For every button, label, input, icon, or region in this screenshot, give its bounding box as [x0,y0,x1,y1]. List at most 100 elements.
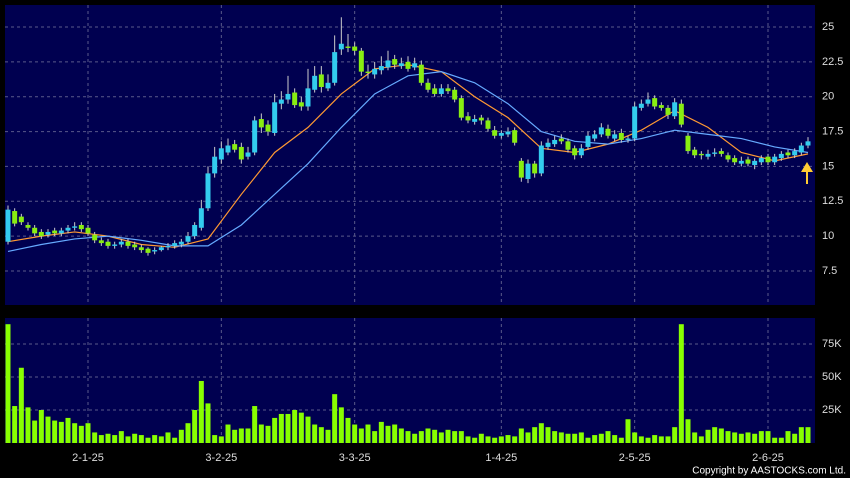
volume-bar [652,435,658,443]
candle-body [238,146,244,160]
candle-body [25,224,31,228]
candle-body [545,142,551,147]
volume-bar [5,324,11,443]
candle-body [412,63,418,68]
candle-body [125,241,131,246]
y-tick-label: 75K [822,338,842,350]
volume-bar [532,427,538,443]
candle-body [252,120,258,153]
volume-bar [372,431,378,443]
volume-bar [72,423,78,443]
volume-bar [618,437,624,443]
candle-body [272,102,278,133]
x-tick-label: 1-4-25 [485,452,517,464]
volume-bar [705,429,711,443]
volume-bar [392,424,398,443]
volume-bar [185,423,191,443]
volume-bar [698,436,704,443]
candle-body [805,141,811,146]
candle-body [85,227,91,234]
moving-average-line [7,71,809,253]
candle-body [285,93,291,100]
signal-arrow [801,162,813,184]
volume-bar [558,432,564,443]
volume-bar [525,432,531,443]
candle-body [278,99,284,104]
volume-bar [58,421,64,443]
volume-bar [765,431,771,443]
candle-body [485,120,491,129]
volume-bar [232,429,238,443]
candle-body [112,244,118,246]
candle-body [312,75,318,90]
volume-bar [178,429,184,443]
volume-bar [292,410,298,443]
volume-bar [25,407,31,443]
candle-body [505,131,511,135]
volume-bar [272,417,278,443]
volume-bar [472,437,478,443]
candle-body [185,236,191,242]
candle-body [732,158,738,163]
volume-bar [198,380,204,443]
volume-bar [212,435,218,443]
volume-bar [412,433,418,443]
y-tick-label: 7.5 [822,265,837,277]
candle-body [565,141,571,150]
candle-body [492,130,498,136]
x-tick-label: 2-6-25 [752,452,784,464]
volume-bar [158,436,164,443]
y-tick-label: 20 [822,91,834,103]
candle-body [725,155,731,160]
volume-bar [598,433,604,443]
volume-bar [425,428,431,443]
volume-bar [512,436,518,443]
volume-bar [778,437,784,443]
candle-body [632,106,638,139]
volume-bar [418,431,424,443]
candle-body [358,50,364,72]
candle-body [758,158,764,163]
volume-bar [165,432,171,443]
candle-body [352,46,358,51]
volume-bar [38,410,44,443]
y-tick-label: 25 [822,21,834,33]
candle-body [385,60,391,68]
candle-body [525,163,531,179]
candle-body [625,138,631,140]
candle-body [785,152,791,156]
y-tick-label: 12.5 [822,195,843,207]
y-tick-label: 17.5 [822,125,843,137]
candle-body [598,127,604,135]
volume-bar [325,429,331,443]
x-tick-label: 2-1-25 [72,452,104,464]
y-tick-label: 15 [822,160,834,172]
volume-bar [278,413,284,443]
candle-body [32,227,38,234]
candles [5,17,811,256]
volume-bar [378,421,384,443]
candle-body [752,160,758,166]
candle-body [52,230,58,234]
candle-body [585,135,591,147]
candle-body [365,71,371,74]
volume-bar [658,436,664,443]
volume-bar [238,428,244,443]
y-tick-label: 10 [822,230,834,242]
candle-body [645,99,651,104]
candle-body [198,208,204,228]
volume-bar [465,436,471,443]
volume-bar [12,406,18,443]
candle-body [378,66,384,71]
volume-bar [385,425,391,443]
candle-body [158,247,164,251]
volume-bar [118,431,124,443]
candle-body [58,230,64,234]
x-tick-label: 3-3-25 [339,452,371,464]
volume-bar [645,437,651,443]
volume-bar [245,428,251,443]
candle-body [718,151,724,154]
candle-body [152,250,158,252]
candle-body [558,138,564,142]
volume-bar [318,427,324,443]
